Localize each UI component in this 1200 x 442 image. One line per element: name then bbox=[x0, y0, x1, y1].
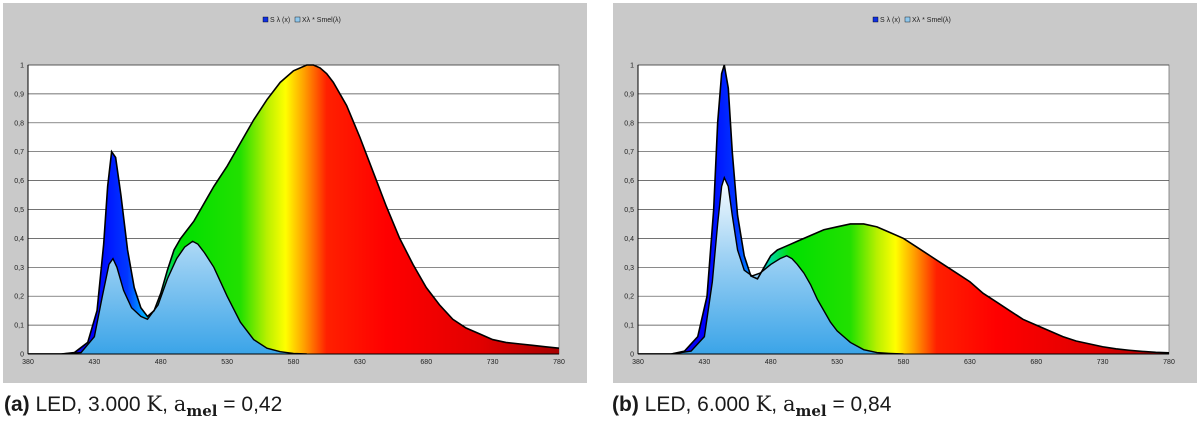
x-tick-label: 480 bbox=[155, 359, 167, 366]
y-tick-label: 0,2 bbox=[14, 294, 24, 301]
series-melanopic-area bbox=[28, 241, 307, 354]
y-tick-label: 0,7 bbox=[14, 149, 24, 156]
y-tick-label: 0,5 bbox=[14, 207, 24, 214]
y-tick-label: 0,6 bbox=[14, 178, 24, 185]
chart-panel-a: 0 0,1 0,2 0,3 0,4 0,5 0,6 0,7 0,8 0,9 1 380 430 480 53… bbox=[3, 3, 587, 383]
x-tick-label: 580 bbox=[288, 359, 300, 366]
series-spectrum-area bbox=[28, 65, 559, 354]
caption-a: (a) LED, 3.000 K, amel = 0,42 bbox=[4, 392, 282, 420]
x-tick-label: 730 bbox=[1097, 359, 1109, 366]
y-tick-label: 0 bbox=[630, 352, 634, 359]
caption-a-symbol: a bbox=[173, 392, 187, 416]
y-tick-label: 0,7 bbox=[624, 149, 634, 156]
caption-b-subscript: mel bbox=[795, 402, 827, 420]
caption-b-symbol: a bbox=[782, 392, 796, 416]
x-tick-label: 730 bbox=[487, 359, 499, 366]
x-tick-label: 530 bbox=[221, 359, 233, 366]
caption-b-value: = 0,84 bbox=[826, 393, 892, 416]
y-tick-label: 0,3 bbox=[14, 265, 24, 272]
legend-label-melanopic: Xλ * Smel(λ) bbox=[912, 17, 951, 24]
x-tick-label: 480 bbox=[765, 359, 777, 366]
legend-swatch-melanopic bbox=[904, 16, 911, 23]
y-tick-label: 0,1 bbox=[14, 323, 24, 330]
x-tick-label: 680 bbox=[1030, 359, 1042, 366]
y-tick-label: 0,6 bbox=[624, 178, 634, 185]
y-tick-label: 1 bbox=[20, 63, 24, 70]
y-tick-label: 0,9 bbox=[624, 91, 634, 98]
y-tick-label: 0,3 bbox=[624, 265, 634, 272]
series-spectrum-line bbox=[28, 64, 559, 354]
legend: S λ (x) Xλ * Smel(λ) bbox=[262, 16, 341, 24]
spectrum-chart-a: 0 0,1 0,2 0,3 0,4 0,5 0,6 0,7 0,8 0,9 1 380 430 480 53… bbox=[14, 16, 565, 366]
y-tick-label: 0 bbox=[20, 352, 24, 359]
legend-label-spectrum: S λ (x) bbox=[270, 17, 290, 24]
legend-swatch-melanopic bbox=[294, 16, 301, 23]
x-tick-label: 380 bbox=[22, 359, 34, 366]
caption-b-sep: , bbox=[771, 393, 783, 416]
x-tick-label: 780 bbox=[1163, 359, 1175, 366]
caption-a-sep: , bbox=[162, 393, 174, 416]
y-tick-label: 0,8 bbox=[14, 120, 24, 127]
caption-a-label: (a) bbox=[4, 393, 30, 416]
y-tick-label: 1 bbox=[630, 63, 634, 70]
chart-panel-b: 0 0,1 0,2 0,3 0,4 0,5 0,6 0,7 0,8 0,9 1 380 430 480 53… bbox=[613, 3, 1197, 383]
caption-a-subscript: mel bbox=[186, 402, 218, 420]
legend-swatch-spectrum bbox=[872, 16, 879, 23]
caption-b-unit: K bbox=[755, 392, 772, 416]
x-tick-label: 630 bbox=[964, 359, 976, 366]
y-tick-label: 0,8 bbox=[624, 120, 634, 127]
series-melanopic-area bbox=[638, 177, 904, 354]
spectrum-chart-b: 0 0,1 0,2 0,3 0,4 0,5 0,6 0,7 0,8 0,9 1 380 430 480 53… bbox=[624, 16, 1175, 366]
caption-a-value: = 0,42 bbox=[217, 393, 283, 416]
caption-b-text: LED, 6.000 bbox=[638, 393, 756, 416]
x-tick-label: 430 bbox=[699, 359, 711, 366]
caption-b-label: (b) bbox=[612, 393, 639, 416]
y-tick-label: 0,4 bbox=[624, 236, 634, 243]
legend-label-spectrum: S λ (x) bbox=[880, 17, 900, 24]
x-tick-label: 380 bbox=[632, 359, 644, 366]
series-melanopic-line bbox=[638, 175, 904, 354]
y-tick-label: 0,4 bbox=[14, 236, 24, 243]
legend: S λ (x) Xλ * Smel(λ) bbox=[872, 16, 951, 24]
x-tick-label: 630 bbox=[354, 359, 366, 366]
x-tick-label: 530 bbox=[831, 359, 843, 366]
y-tick-label: 0,9 bbox=[14, 91, 24, 98]
series-melanopic-line bbox=[28, 240, 307, 354]
x-tick-label: 430 bbox=[89, 359, 101, 366]
caption-a-text: LED, 3.000 bbox=[29, 393, 147, 416]
caption-a-unit: K bbox=[146, 392, 163, 416]
x-tick-label: 780 bbox=[553, 359, 565, 366]
y-tick-label: 0,2 bbox=[624, 294, 634, 301]
series-spectrum-line bbox=[638, 64, 1169, 354]
x-tick-label: 680 bbox=[420, 359, 432, 366]
legend-label-melanopic: Xλ * Smel(λ) bbox=[302, 17, 341, 24]
x-tick-label: 580 bbox=[898, 359, 910, 366]
legend-swatch-spectrum bbox=[262, 16, 269, 23]
caption-b: (b) LED, 6.000 K, amel = 0,84 bbox=[612, 392, 891, 420]
y-tick-label: 0,5 bbox=[624, 207, 634, 214]
y-tick-label: 0,1 bbox=[624, 323, 634, 330]
